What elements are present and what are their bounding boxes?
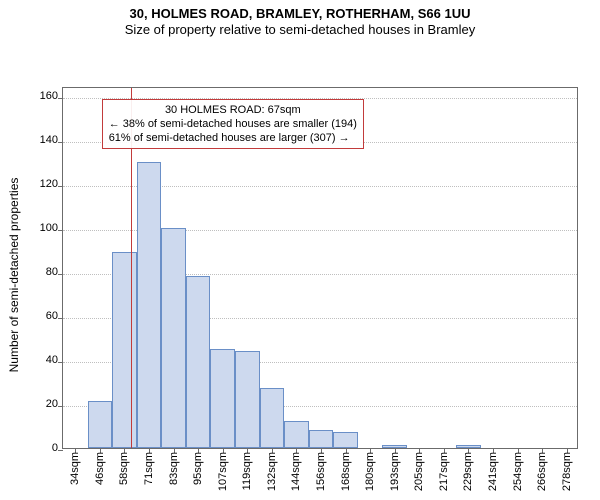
xtick-label: 144sqm (290, 452, 302, 491)
histogram-bar (333, 432, 358, 447)
ytick-label: 100 (40, 222, 58, 234)
ytick-mark (58, 142, 63, 143)
xtick-label: 241sqm (487, 452, 499, 491)
ytick-label: 20 (46, 398, 58, 410)
xtick-label: 95sqm (192, 452, 204, 485)
xtick-label: 193sqm (389, 452, 401, 491)
ytick-label: 160 (40, 90, 58, 102)
xtick-label: 266sqm (536, 452, 548, 491)
ytick-mark (58, 362, 63, 363)
xtick-label: 229sqm (462, 452, 474, 491)
xtick-label: 278sqm (561, 452, 573, 491)
xtick-label: 132sqm (266, 452, 278, 491)
annotation-line: 61% of semi-detached houses are larger (… (109, 131, 357, 145)
title-line-1: 30, HOLMES ROAD, BRAMLEY, ROTHERHAM, S66… (0, 6, 600, 22)
histogram-bar (235, 351, 260, 448)
histogram-bar (284, 421, 309, 447)
histogram-bar (137, 162, 162, 447)
xtick-label: 107sqm (217, 452, 229, 491)
histogram-bar (161, 228, 186, 447)
histogram-bar (260, 388, 285, 447)
ytick-label: 40 (46, 354, 58, 366)
title-line-2: Size of property relative to semi-detach… (0, 22, 600, 38)
xtick-label: 168sqm (340, 452, 352, 491)
histogram-bar (210, 349, 235, 448)
histogram-bar (186, 276, 211, 447)
ytick-mark (58, 450, 63, 451)
chart-area: Number of semi-detached properties 02040… (0, 39, 600, 495)
ytick-mark (58, 230, 63, 231)
xtick-label: 46sqm (94, 452, 106, 485)
histogram-bar (88, 401, 113, 447)
xtick-label: 58sqm (118, 452, 130, 485)
ytick-label: 120 (40, 178, 58, 190)
histogram-bar (112, 252, 137, 447)
ytick-mark (58, 98, 63, 99)
xtick-label: 156sqm (315, 452, 327, 491)
ytick-mark (58, 318, 63, 319)
chart-title: 30, HOLMES ROAD, BRAMLEY, ROTHERHAM, S66… (0, 0, 600, 39)
ytick-mark (58, 406, 63, 407)
ytick-label: 80 (46, 266, 58, 278)
xtick-label: 71sqm (143, 452, 155, 485)
ytick-label: 140 (40, 134, 58, 146)
y-axis-label: Number of semi-detached properties (7, 177, 21, 372)
annotation-line: ← 38% of semi-detached houses are smalle… (109, 117, 357, 131)
xtick-label: 119sqm (241, 452, 253, 490)
xtick-label: 180sqm (364, 452, 376, 491)
histogram-bar (309, 430, 334, 448)
xtick-label: 254sqm (512, 452, 524, 491)
xtick-label: 34sqm (69, 452, 81, 485)
ytick-label: 60 (46, 310, 58, 322)
plot-region: 02040608010012014016034sqm46sqm58sqm71sq… (62, 87, 578, 449)
annotation-box: 30 HOLMES ROAD: 67sqm← 38% of semi-detac… (102, 99, 364, 150)
ytick-mark (58, 274, 63, 275)
xtick-label: 205sqm (413, 452, 425, 491)
xtick-label: 83sqm (168, 452, 180, 485)
ytick-mark (58, 186, 63, 187)
ytick-label: 0 (52, 442, 58, 454)
xtick-label: 217sqm (438, 452, 450, 491)
annotation-line: 30 HOLMES ROAD: 67sqm (109, 103, 357, 117)
